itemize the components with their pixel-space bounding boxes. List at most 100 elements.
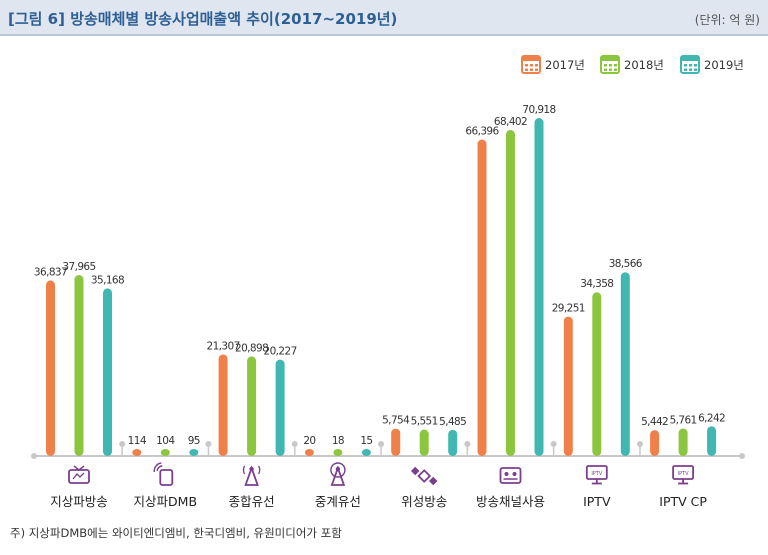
bar-value-label: 6,242 [698,412,725,424]
bar-value-label: 70,918 [522,104,555,116]
monitor-iptv-glyph: IPTV [591,471,603,477]
legend-label: 2019년 [704,58,744,72]
cable-tower-icon [244,465,259,486]
legend-calendar-cell [614,68,617,71]
legend-calendar-cell [530,64,533,67]
bar-value-label: 36,837 [34,266,67,278]
bar-value-label: 68,402 [494,116,527,128]
bar [506,129,515,456]
category-label: 종합유선 [229,494,275,509]
chart-title: [그림 6] 방송매체별 방송사업매출액 추이(2017~2019년) [8,10,398,28]
bar [333,449,343,456]
legend-item: 2017년 [521,55,585,74]
legend-calendar-cell [525,64,528,67]
group-separator-dot [464,441,471,447]
category-label: 지상파DMB [134,494,198,509]
legend-calendar-cell [689,68,692,71]
legend-calendar-cell [609,64,612,67]
legend-calendar-cell [694,68,697,71]
group-separator-dot [205,441,212,447]
axis-end-dot [31,453,37,459]
legend-calendar-cell [535,64,538,67]
category-label: 중계유선 [315,494,361,509]
bar-value-label: 5,754 [382,415,410,427]
signal-arc-glyph [153,462,162,473]
bar [304,449,314,456]
bar-value-label: 21,307 [207,340,240,352]
legend-calendar-header [601,56,619,61]
unit-label: (단위: 억 원) [694,13,760,27]
legend-calendar-cell [614,64,617,67]
bar [650,430,660,456]
axis-end-dot [739,453,745,459]
bar-value-label: 20,898 [235,342,268,354]
bar-value-label: 18 [332,435,344,447]
bar [218,354,228,456]
legend-calendar-cell [694,64,697,67]
bar-value-label: 66,396 [465,126,499,138]
legend-calendar-cell [604,64,607,67]
title-bar: [그림 6] 방송매체별 방송사업매출액 추이(2017~2019년) (단위:… [0,0,768,36]
legend-calendar-cell [684,64,687,67]
legend-calendar-cell [525,68,528,71]
group-separator-dot [636,441,643,447]
legend-calendar-cell [530,68,533,71]
group-separator-dot [378,441,385,447]
satellite-icon [417,469,432,483]
bar-value-label: 104 [156,435,175,447]
bar-value-label: 5,761 [670,415,697,427]
tower-tip-glyph [335,466,341,472]
person-glyph [512,472,517,476]
legend-calendar-cell [535,68,538,71]
legend-item: 2018년 [600,55,664,74]
bar-value-label: 29,251 [552,303,585,315]
bar-value-label: 20,227 [264,346,297,358]
antenna-glyph [73,465,85,471]
bar [707,426,717,456]
relay-ring-glyph [330,462,346,478]
bar-value-label: 114 [128,435,147,447]
bar [46,280,55,456]
bar [361,449,371,456]
bar-value-label: 38,566 [609,258,643,270]
legend-calendar-header [681,56,699,61]
bar-value-label: 35,168 [91,274,124,286]
bar [189,449,199,456]
mobile-broadcast-icon [159,469,174,486]
tower-tip-glyph [249,466,254,472]
legend-calendar-header [522,56,540,61]
channel-screen-icon [499,467,522,484]
bar-value-label: 5,551 [411,416,438,428]
bar [275,359,285,456]
bar [477,139,487,456]
signal-arc-glyph [258,465,261,475]
category-label: 지상파방송 [50,494,108,509]
bar [534,118,544,456]
bar-value-label: 5,442 [641,416,668,428]
bar [419,429,429,456]
category-label: IPTV [583,494,611,509]
solar-panel-glyph [428,476,438,486]
bar-value-label: 20 [303,435,315,447]
legend-calendar-cell [684,68,687,71]
bar-value-label: 34,358 [580,278,613,290]
person-glyph [504,472,509,476]
bar-value-label: 5,485 [439,416,466,428]
monitor-iptv-glyph: IPTV [678,471,690,477]
bar-value-label: 15 [360,435,372,447]
bar [563,316,573,456]
legend-calendar-cell [604,68,607,71]
group-separator-dot [119,441,126,447]
legend-item: 2019년 [680,55,744,74]
bar [132,449,142,456]
legend-calendar-cell [689,64,692,67]
bar [391,428,401,456]
bar [678,428,688,456]
bar [592,292,602,456]
screen-wave-glyph [72,472,85,480]
category-label: IPTV CP [659,494,707,509]
footnote: 주) 지상파DMB에는 와이티엔디엠비, 한국디엠비, 유원미디어가 포함 [10,526,342,540]
category-label: 방송채널사용 [476,494,545,509]
group-separator-dot [291,441,298,447]
